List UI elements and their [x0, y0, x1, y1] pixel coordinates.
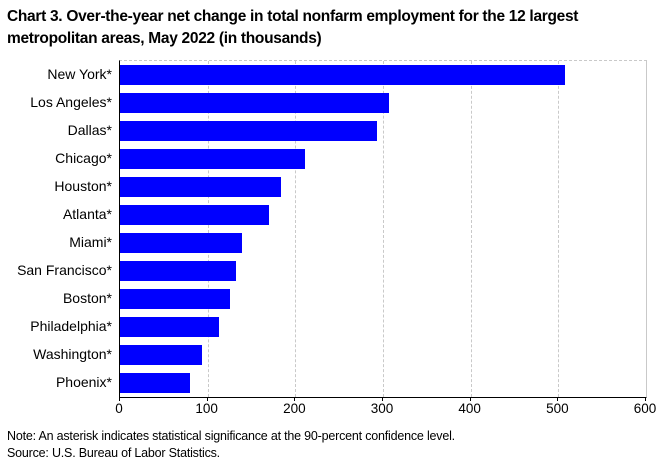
- bar: [120, 177, 282, 197]
- bar: [120, 261, 236, 281]
- bar: [120, 317, 220, 337]
- chart-title-line2: metropolitan areas, May 2022 (in thousan…: [7, 30, 322, 47]
- x-axis-tick: [206, 397, 208, 401]
- x-axis-tick-label: 600: [633, 401, 657, 416]
- bar: [120, 233, 242, 253]
- x-axis-tick: [557, 397, 559, 401]
- category-label: New York*: [47, 66, 112, 82]
- category-label: Washington*: [33, 346, 112, 362]
- category-label: Philadelphia*: [30, 318, 112, 334]
- x-axis-tick-label: 100: [195, 401, 218, 416]
- bar: [120, 345, 203, 365]
- gridline: [558, 61, 560, 397]
- category-label: Atlanta*: [62, 206, 112, 222]
- category-label: Boston*: [62, 290, 112, 306]
- plot-area: [119, 60, 647, 398]
- note-text: Note: An asterisk indicates statistical …: [7, 429, 455, 443]
- bar: [120, 205, 270, 225]
- x-axis-tick-label: 500: [546, 401, 569, 416]
- gridline: [383, 61, 384, 397]
- x-axis-tick-label: 200: [283, 401, 306, 416]
- chart-title-line1: Chart 3. Over-the-year net change in tot…: [7, 8, 579, 25]
- gridline: [295, 61, 297, 397]
- category-label: Houston*: [54, 178, 112, 194]
- y-axis-labels: New York* Los Angeles* Dallas* Chicago* Hous…: [0, 60, 112, 396]
- bar: [120, 121, 377, 141]
- gridline: [470, 61, 472, 397]
- bar: [120, 93, 390, 113]
- category-label: Chicago*: [55, 150, 112, 166]
- x-axis-tick: [645, 397, 646, 401]
- x-axis-tick: [119, 397, 120, 401]
- bar: [120, 289, 230, 309]
- category-label: Los Angeles*: [30, 94, 112, 110]
- x-axis-tick: [469, 397, 471, 401]
- category-label: San Francisco*: [17, 262, 112, 278]
- x-axis-tick-label: 0: [115, 401, 123, 416]
- gridline: [207, 61, 209, 397]
- x-axis-tick: [294, 397, 296, 401]
- x-axis-tick-label: 400: [458, 401, 481, 416]
- category-label: Miami*: [69, 234, 112, 250]
- bar: [120, 373, 191, 393]
- category-label: Phoenix*: [55, 374, 112, 390]
- x-axis-tick-label: 300: [370, 401, 394, 416]
- source-text: Source: U.S. Bureau of Labor Statistics.: [7, 446, 220, 460]
- bar: [120, 65, 566, 85]
- bar: [120, 149, 305, 169]
- category-label: Dallas*: [67, 122, 112, 138]
- x-axis-tick: [382, 397, 383, 401]
- chart-title: Chart 3. Over-the-year net change in tot…: [7, 6, 578, 50]
